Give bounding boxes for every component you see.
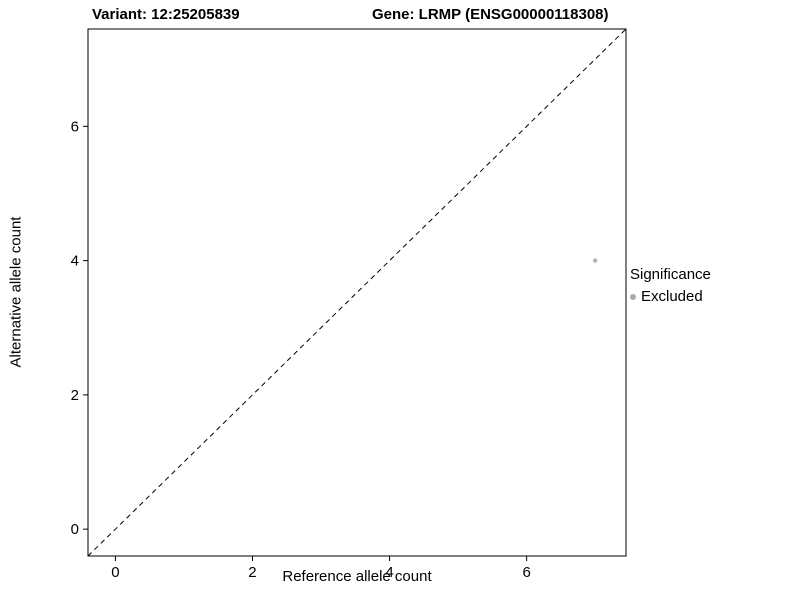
data-point <box>592 258 598 263</box>
x-tick-label: 6 <box>522 564 530 581</box>
x-tick-label: 2 <box>248 564 256 581</box>
y-tick-label: 2 <box>71 387 79 404</box>
y-tick-label: 6 <box>71 118 79 135</box>
legend: Significance Excluded <box>630 266 711 305</box>
legend-entry-label: Excluded <box>641 288 703 305</box>
panel-border <box>87 28 627 557</box>
identity-reference-line <box>87 28 627 557</box>
y-axis-label: Alternative allele count <box>7 216 25 368</box>
plot-title-variant: Variant: 12:25205839 <box>92 6 240 23</box>
legend-entry: Excluded <box>630 288 711 305</box>
legend-title: Significance <box>630 266 711 283</box>
y-tick-label: 4 <box>71 253 79 270</box>
x-tick-label: 0 <box>111 564 119 581</box>
x-axis-label: Reference allele count <box>282 568 432 585</box>
x-tick-label: 4 <box>385 564 393 581</box>
y-tick-label: 0 <box>71 521 79 538</box>
legend-point-icon <box>630 293 636 300</box>
plot-title-gene: Gene: LRMP (ENSG00000118308) <box>372 6 609 23</box>
